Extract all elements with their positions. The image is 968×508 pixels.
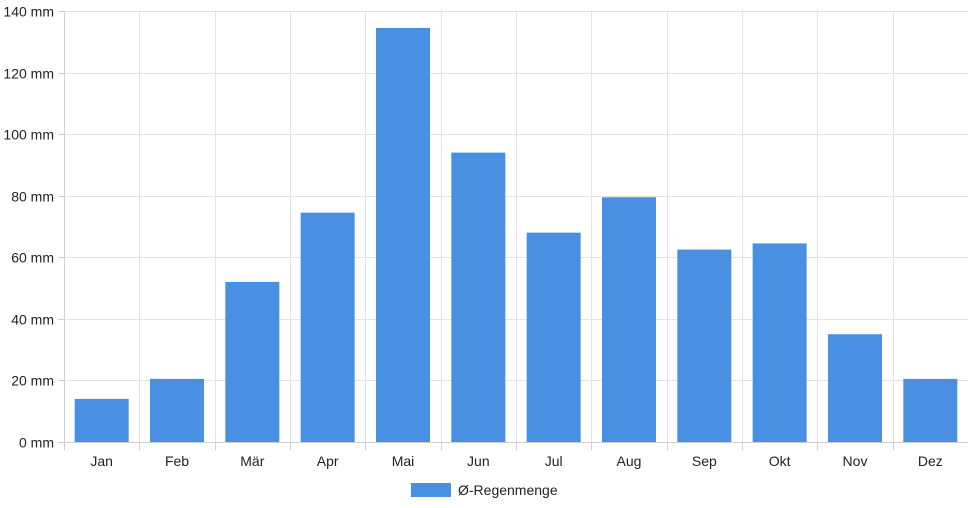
bar[interactable] (526, 232, 581, 442)
axis-layer (58, 11, 968, 450)
x-tick-label: Dez (918, 453, 943, 469)
x-tick-labels: Jan Feb Mär Apr Mai Jun Jul Aug Sep Okt Nov Dez (90, 453, 942, 469)
bar[interactable] (225, 281, 280, 442)
y-tick-label: 40 mm (11, 312, 54, 328)
bar[interactable] (376, 27, 430, 443)
x-tick-label: Feb (165, 453, 189, 469)
bar[interactable] (74, 398, 129, 442)
x-tick-label: Jun (467, 453, 490, 469)
x-tick-label: Mär (240, 453, 264, 469)
bar[interactable] (677, 249, 732, 442)
bar[interactable] (828, 334, 882, 442)
bar[interactable] (903, 378, 958, 442)
legend[interactable]: Ø-Regenmenge (411, 482, 558, 498)
x-tick-label: Aug (617, 453, 642, 469)
bar[interactable] (602, 197, 656, 442)
x-tick-label: Jan (90, 453, 113, 469)
y-tick-label: 120 mm (3, 66, 54, 82)
y-tick-label: 140 mm (3, 4, 54, 20)
y-tick-label: 60 mm (11, 250, 54, 266)
legend-label: Ø-Regenmenge (458, 482, 558, 498)
y-tick-labels: 0 mm 20 mm 40 mm 60 mm 80 mm 100 mm 120 mm 140 … (3, 4, 54, 451)
y-tick-label: 100 mm (3, 127, 54, 143)
bar[interactable] (150, 378, 204, 442)
bar[interactable] (451, 152, 506, 442)
x-tick-label: Sep (692, 453, 717, 469)
y-tick-label: 0 mm (19, 435, 54, 451)
grid-layer (64, 11, 968, 442)
x-tick-label: Mai (392, 453, 415, 469)
x-tick-label: Apr (317, 453, 339, 469)
x-tick-label: Jul (545, 453, 563, 469)
bar[interactable] (752, 243, 807, 442)
y-tick-label: 80 mm (11, 189, 54, 205)
x-tick-label: Okt (769, 453, 791, 469)
x-tick-label: Nov (843, 453, 868, 469)
y-tick-label: 20 mm (11, 373, 54, 389)
bar-layer (74, 27, 958, 443)
bar[interactable] (300, 212, 355, 442)
legend-swatch (411, 483, 451, 497)
